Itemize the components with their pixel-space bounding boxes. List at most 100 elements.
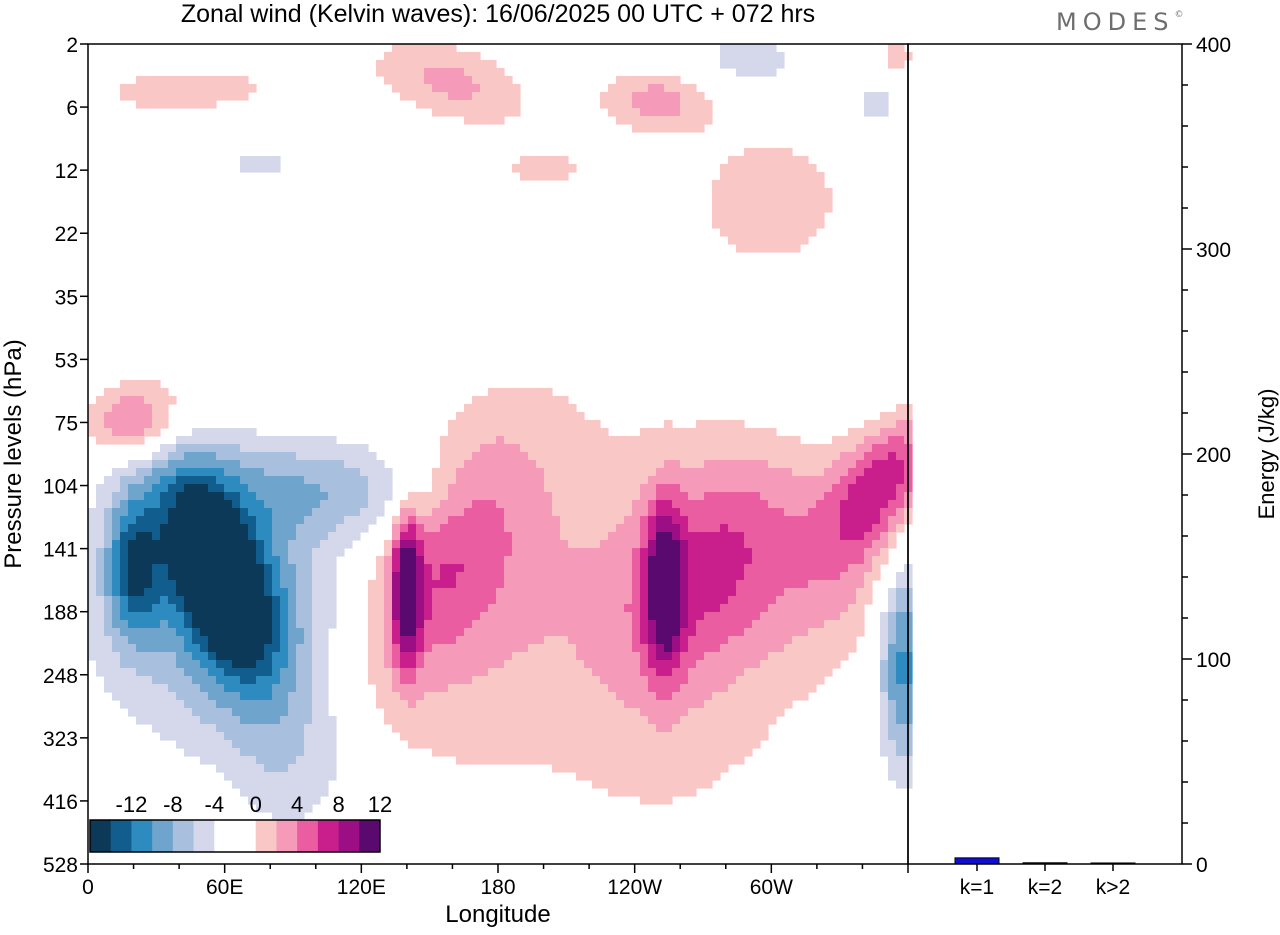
- heatmap-cell: [464, 484, 473, 493]
- heatmap-cell: [536, 388, 545, 397]
- heatmap-cell: [520, 612, 529, 621]
- heatmap-cell: [736, 172, 745, 181]
- heatmap-cell: [152, 684, 161, 693]
- heatmap-cell: [632, 436, 641, 445]
- heatmap-cell: [464, 692, 473, 701]
- heatmap-cell: [640, 620, 649, 629]
- heatmap-cell: [128, 708, 137, 717]
- heatmap-cell: [712, 220, 721, 229]
- heatmap-cell: [248, 564, 257, 573]
- heatmap-cell: [680, 740, 689, 749]
- heatmap-cell: [264, 580, 273, 589]
- heatmap-cell: [320, 604, 329, 613]
- heatmap-cell: [824, 444, 833, 453]
- heatmap-cell: [584, 676, 593, 685]
- heatmap-cell: [472, 68, 481, 77]
- heatmap-cell: [752, 460, 761, 469]
- heatmap-cell: [232, 444, 241, 453]
- heatmap-cell: [256, 588, 265, 597]
- heatmap-cell: [376, 564, 385, 573]
- heatmap-cell: [616, 532, 625, 541]
- heatmap-cell: [632, 508, 641, 517]
- heatmap-cell: [272, 572, 281, 581]
- heatmap-cell: [616, 572, 625, 581]
- heatmap-cell: [792, 516, 801, 525]
- heatmap-cell: [728, 476, 737, 485]
- heatmap-cell: [752, 44, 761, 53]
- heatmap-cell: [648, 668, 657, 677]
- heatmap-cell: [240, 764, 249, 773]
- heatmap-cell: [152, 404, 161, 413]
- heatmap-cell: [552, 468, 561, 477]
- heatmap-cell: [696, 652, 705, 661]
- heatmap-cell: [584, 612, 593, 621]
- heatmap-cell: [496, 564, 505, 573]
- heatmap-cell: [328, 564, 337, 573]
- heatmap-cell: [688, 524, 697, 533]
- heatmap-cell: [96, 644, 105, 653]
- heatmap-cell: [648, 652, 657, 661]
- heatmap-cell: [152, 516, 161, 525]
- heatmap-cell: [152, 556, 161, 565]
- heatmap-cell: [568, 444, 577, 453]
- heatmap-cell: [600, 612, 609, 621]
- heatmap-cell: [304, 628, 313, 637]
- heatmap-cell: [600, 532, 609, 541]
- heatmap-cell: [768, 564, 777, 573]
- heatmap-cell: [408, 700, 417, 709]
- heatmap-cell: [480, 620, 489, 629]
- heatmap-cell: [424, 724, 433, 733]
- heatmap-cell: [712, 524, 721, 533]
- heatmap-cell: [888, 668, 897, 677]
- heatmap-cell: [320, 596, 329, 605]
- heatmap-cell: [808, 212, 817, 221]
- heatmap-cell: [536, 748, 545, 757]
- heatmap-cell: [144, 604, 153, 613]
- heatmap-cell: [448, 100, 457, 109]
- heatmap-cell: [168, 76, 177, 85]
- heatmap-cell: [800, 668, 809, 677]
- heatmap-cell: [200, 724, 209, 733]
- heatmap-cell: [272, 492, 281, 501]
- heatmap-cell: [160, 604, 169, 613]
- heatmap-cell: [760, 436, 769, 445]
- heatmap-cell: [472, 404, 481, 413]
- heatmap-cell: [448, 684, 457, 693]
- heatmap-cell: [896, 716, 905, 725]
- heatmap-cell: [760, 588, 769, 597]
- heatmap-cell: [176, 476, 185, 485]
- x-tick-label: 180: [480, 876, 515, 899]
- heatmap-cell: [768, 228, 777, 237]
- heatmap-cell: [816, 540, 825, 549]
- heatmap-cell: [648, 788, 657, 797]
- heatmap-cell: [784, 212, 793, 221]
- heatmap-cell: [624, 484, 633, 493]
- heatmap-cell: [328, 748, 337, 757]
- heatmap-cell: [448, 468, 457, 477]
- heatmap-cell: [200, 580, 209, 589]
- heatmap-cell: [776, 700, 785, 709]
- heatmap-cell: [296, 748, 305, 757]
- heatmap-cell: [328, 756, 337, 765]
- heatmap-cell: [376, 604, 385, 613]
- heatmap-cell: [272, 740, 281, 749]
- heatmap-cell: [800, 516, 809, 525]
- heatmap-cell: [696, 564, 705, 573]
- heatmap-cell: [312, 652, 321, 661]
- heatmap-cell: [312, 516, 321, 525]
- heatmap-cell: [480, 732, 489, 741]
- heatmap-cell: [600, 748, 609, 757]
- heatmap-cell: [440, 76, 449, 85]
- heatmap-cell: [896, 44, 905, 53]
- heatmap-cell: [784, 556, 793, 565]
- heatmap-cell: [552, 596, 561, 605]
- heatmap-cell: [296, 724, 305, 733]
- heatmap-cell: [656, 716, 665, 725]
- heatmap-cell: [552, 700, 561, 709]
- heatmap-cell: [848, 572, 857, 581]
- heatmap-cell: [696, 676, 705, 685]
- heatmap-cell: [760, 164, 769, 173]
- heatmap-cell: [392, 572, 401, 581]
- heatmap-cell: [560, 500, 569, 509]
- heatmap-cell: [824, 492, 833, 501]
